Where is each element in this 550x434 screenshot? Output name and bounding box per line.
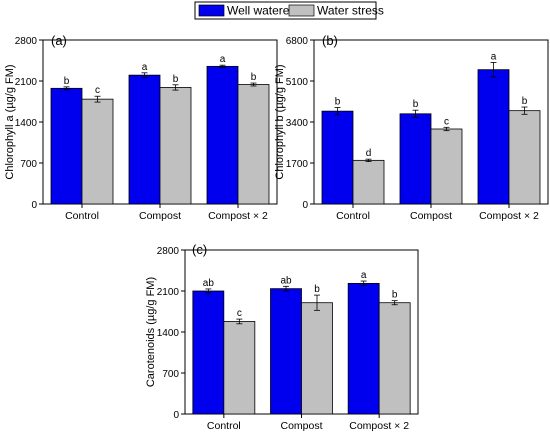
y-axis-label: Chlorophyll a (µg/g FM) [4,64,16,179]
significance-letter: b [522,96,528,107]
y-tick-label: 2100 [157,287,180,298]
y-tick-label: 2800 [15,36,38,47]
bar [159,87,192,205]
bar [192,290,225,415]
significance-letter: b [251,72,257,83]
x-tick-label: Compost [280,420,322,432]
bar [399,113,432,205]
y-tick-label: 3400 [286,118,309,129]
x-tick-label: Compost [139,210,181,222]
y-tick-label: 0 [302,200,308,211]
significance-letter: b [392,290,398,301]
significance-letter: d [366,148,372,159]
bar [223,321,256,415]
bar [430,128,463,205]
legend-label-well-watered: Well watered [227,4,296,18]
legend: Well watered Water stress [194,1,384,20]
legend-swatch-water-stress [288,4,315,17]
panel-label: (c) [192,242,207,257]
legend-swatch-well-watered [198,4,225,17]
y-tick-label: 6800 [286,36,309,47]
x-tick-label: Compost × 2 [479,210,539,222]
y-tick-label: 1400 [157,328,180,339]
panel-label: (b) [322,33,338,48]
y-tick-label: 2100 [15,77,38,88]
significance-letter: ab [280,275,292,286]
bar [206,65,239,205]
bar [347,282,380,415]
y-tick-label: 700 [20,159,37,170]
significance-letter: ab [203,278,215,289]
y-tick-label: 5100 [286,77,309,88]
significance-letter: b [314,284,320,295]
y-tick-label: 1700 [286,159,309,170]
x-tick-label: Compost × 2 [349,420,409,432]
x-tick-label: Compost [410,210,452,222]
bar [477,69,510,205]
significance-letter: a [361,270,367,281]
significance-letter: c [444,116,449,127]
significance-letter: a [220,54,226,65]
significance-letter: a [491,51,497,62]
x-tick-label: Control [336,210,370,222]
bar [270,288,302,415]
bar [378,302,411,415]
significance-letter: b [64,76,70,87]
bar [508,110,541,205]
bar [50,87,83,205]
legend-label-water-stress: Water stress [317,4,384,18]
bar [321,110,354,205]
significance-letter: b [335,97,341,108]
bar [128,74,161,205]
significance-letter: c [237,308,242,319]
x-tick-label: Compost × 2 [208,210,268,222]
chart-panels: 0 700 1400 2100 2800 Chlorophyll a (µg/g FM) (… [4,33,549,432]
bar [352,159,385,205]
x-tick-label: Control [65,210,99,222]
y-axis-label: Carotenoids (µg/g FM) [145,277,157,387]
chart-panel-3: 0 700 1400 2100 2800 Carotenoids (µg/g FM) (c)… [145,242,419,432]
panel-label: (a) [51,33,67,48]
x-tick-label: Control [207,420,241,432]
y-tick-label: 1400 [15,118,38,129]
significance-letter: b [173,74,179,85]
chart-panel-1: 0 700 1400 2100 2800 Chlorophyll a (µg/g FM) (… [4,33,278,222]
bar [301,302,333,415]
bar [237,84,270,205]
significance-letter: a [142,62,148,73]
y-tick-label: 700 [162,369,179,380]
chart-panel-2: 0 1700 3400 5100 6800 Chlorophyll b (µg/g FM)… [274,33,549,222]
y-tick-label: 0 [173,410,179,421]
significance-letter: c [95,85,100,96]
significance-letter: b [413,99,419,110]
legend-frame [194,1,377,20]
bar [81,98,114,205]
y-tick-label: 2800 [157,246,180,257]
y-tick-label: 0 [31,200,37,211]
y-axis-label: Chlorophyll b (µg/g FM) [274,64,286,179]
